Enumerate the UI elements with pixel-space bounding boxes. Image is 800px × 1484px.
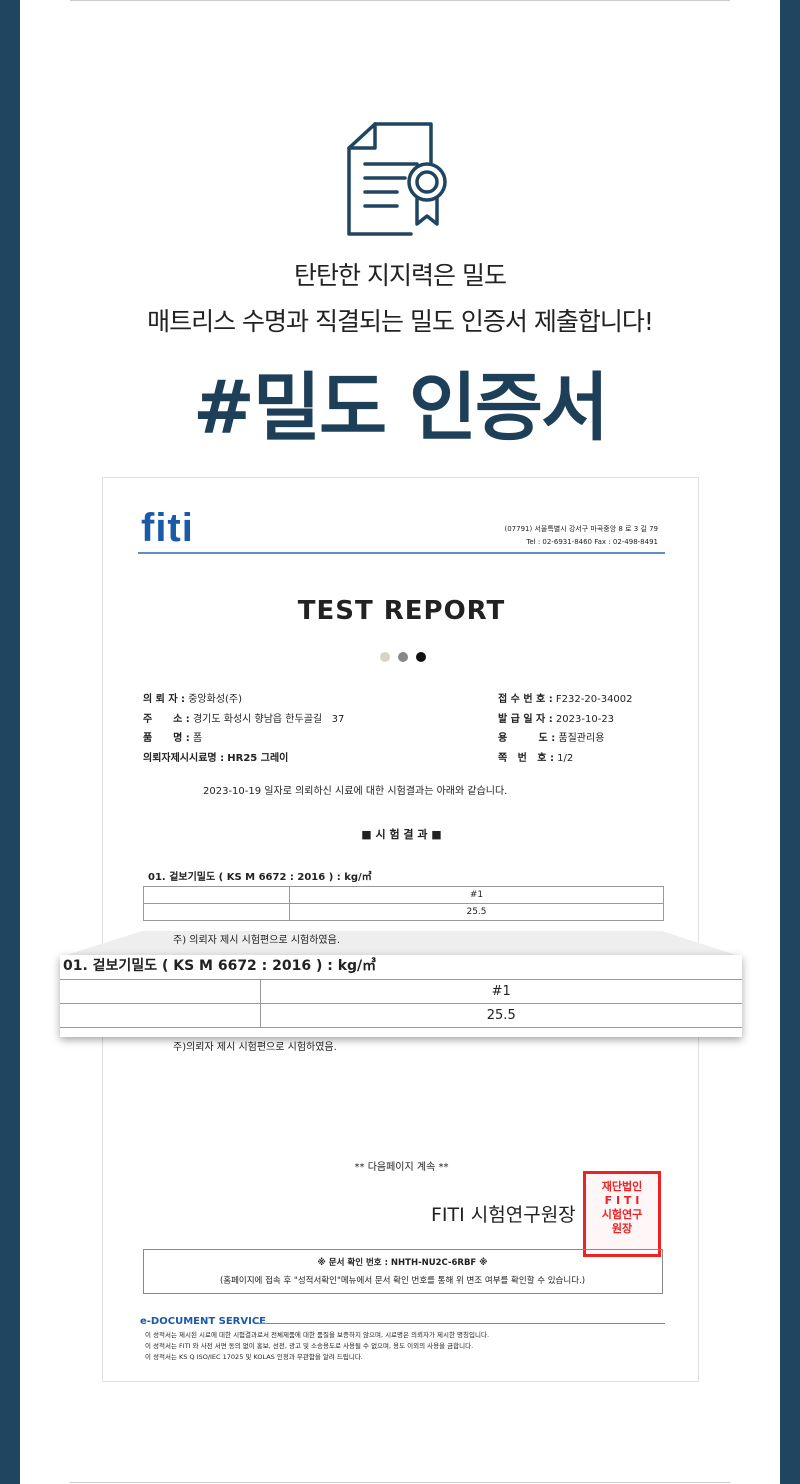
cell: [143, 903, 290, 921]
field-value: 2023-10-23: [555, 713, 615, 725]
magnified-result-table: 01. 겉보기밀도 ( KS M 6672 : 2016 ) : kg/㎥ #1…: [60, 955, 742, 1037]
field-value: 품질관리용: [558, 733, 605, 744]
dot: [398, 652, 408, 662]
divider: [70, 1482, 730, 1483]
disclaimer: 이 성적서는 FITI 와 사전 서면 동의 없이 홍보, 선전, 광고 및 소…: [145, 1342, 474, 1350]
edoc-label: e-DOCUMENT SERVICE: [140, 1316, 267, 1327]
magnify-connector: [60, 931, 742, 957]
subtitle-line-2: 매트리스 수명과 직결되는 밀도 인증서 제출합니다!: [147, 307, 654, 336]
confirm-number: ※ 문서 확인 번호 : NHTH-NU2C-6RBF ※: [317, 1258, 488, 1268]
edoc-rule: [258, 1323, 665, 1324]
disclaimer: 이 성적서는 KS Q ISO/IEC 17025 및 KOLAS 인정과 무관…: [145, 1353, 363, 1361]
field-value: 1/2: [557, 752, 574, 764]
field-value: 폼: [192, 733, 203, 744]
intro-text: 2023-10-19 일자로 의뢰하신 시료에 대한 시험결과는 아래와 같습니…: [203, 786, 508, 797]
dot: [416, 652, 426, 662]
address: (07791) 서울특별시 강서구 마곡중앙 8 로 3 길 79: [504, 525, 658, 533]
divider: [70, 0, 730, 1]
field-value: 경기도 화성시 향남읍 한두골길 37: [192, 713, 345, 725]
report-heading: TEST REPORT: [297, 596, 506, 626]
field-label: 품 명 :: [143, 733, 190, 744]
field-label: 의 뢰 자 :: [143, 694, 186, 705]
test-title: 01. 겉보기밀도 ( KS M 6672 : 2016 ) : kg/㎥: [148, 872, 372, 883]
result-table: #1 25.5: [143, 886, 664, 921]
field-label: 주 소 :: [143, 713, 190, 725]
test-title-magnified: 01. 겉보기밀도 ( KS M 6672 : 2016 ) : kg/㎥: [63, 958, 377, 974]
disclaimers: 이 성적서는 제시된 시료에 대한 시험결과로서 전체제품에 대한 품질을 보증…: [145, 1330, 489, 1363]
dot: [380, 652, 390, 662]
field-label: 접 수 번 호 :: [498, 694, 553, 705]
certificate-document-icon: [347, 122, 447, 236]
result-value: 25.5: [259, 1003, 742, 1028]
left-fields: 의 뢰 자 : 중앙화성(주) 주 소 : 경기도 화성시 향남읍 한두골길 3…: [143, 690, 344, 768]
header-rule: [138, 552, 665, 554]
tel-fax: Tel : 02-6931-8460 Fax : 02-498-8491: [526, 538, 658, 546]
confirm-box: ※ 문서 확인 번호 : NHTH-NU2C-6RBF ※ (홈페이지에 접속 …: [143, 1249, 663, 1294]
left-side-bar: [0, 0, 20, 1484]
field-label: 발 급 일 자 :: [498, 713, 553, 725]
field-label: 용 도 :: [498, 733, 556, 744]
cell: [60, 1003, 261, 1028]
test-report-document: fiti (07791) 서울특별시 강서구 마곡중앙 8 로 3 길 79 T…: [102, 477, 699, 1382]
note: 주) 의뢰자 제시 시험편으로 시험하였음.: [173, 935, 340, 946]
cell: [60, 979, 261, 1004]
field-label: 의뢰자제시시료명 :: [143, 752, 225, 764]
section-heading: ■ 시 험 결 과 ■: [361, 828, 442, 841]
official-seal: 재단법인 F I T I 시험연구 원장: [583, 1171, 661, 1257]
next-page-text: ** 다음페이지 계속 **: [354, 1162, 449, 1173]
field-value: 중앙화성(주): [188, 694, 243, 705]
field-value: HR25 그레이: [227, 752, 289, 764]
field-label: 쪽 번 호 :: [498, 752, 554, 764]
right-side-bar: [780, 0, 800, 1484]
result-table-magnified: #1 25.5: [60, 979, 742, 1028]
field-value: F232-20-34002: [555, 694, 633, 705]
column-header: #1: [259, 979, 742, 1004]
result-value: 25.5: [289, 903, 664, 921]
confirm-note: (홈페이지에 접속 후 "성적서확인"메뉴에서 문서 확인 번호를 통해 위 변…: [219, 1276, 586, 1286]
signer: FITI 시험연구원장: [431, 1204, 576, 1226]
column-header: #1: [289, 886, 664, 904]
page-title: #밀도 인증서: [192, 365, 609, 451]
subtitle-line-1: 탄탄한 지지력은 밀도: [294, 261, 507, 290]
disclaimer: 이 성적서는 제시된 시료에 대한 시험결과로서 전체제품에 대한 품질을 보증…: [145, 1331, 490, 1339]
right-fields: 접 수 번 호 : F232-20-34002 발 급 일 자 : 2023-1…: [498, 690, 633, 768]
note-repeat: 주)의뢰자 제시 시험편으로 시험하였음.: [173, 1042, 337, 1053]
fiti-logo: fiti: [141, 506, 194, 550]
cell: [143, 886, 290, 904]
